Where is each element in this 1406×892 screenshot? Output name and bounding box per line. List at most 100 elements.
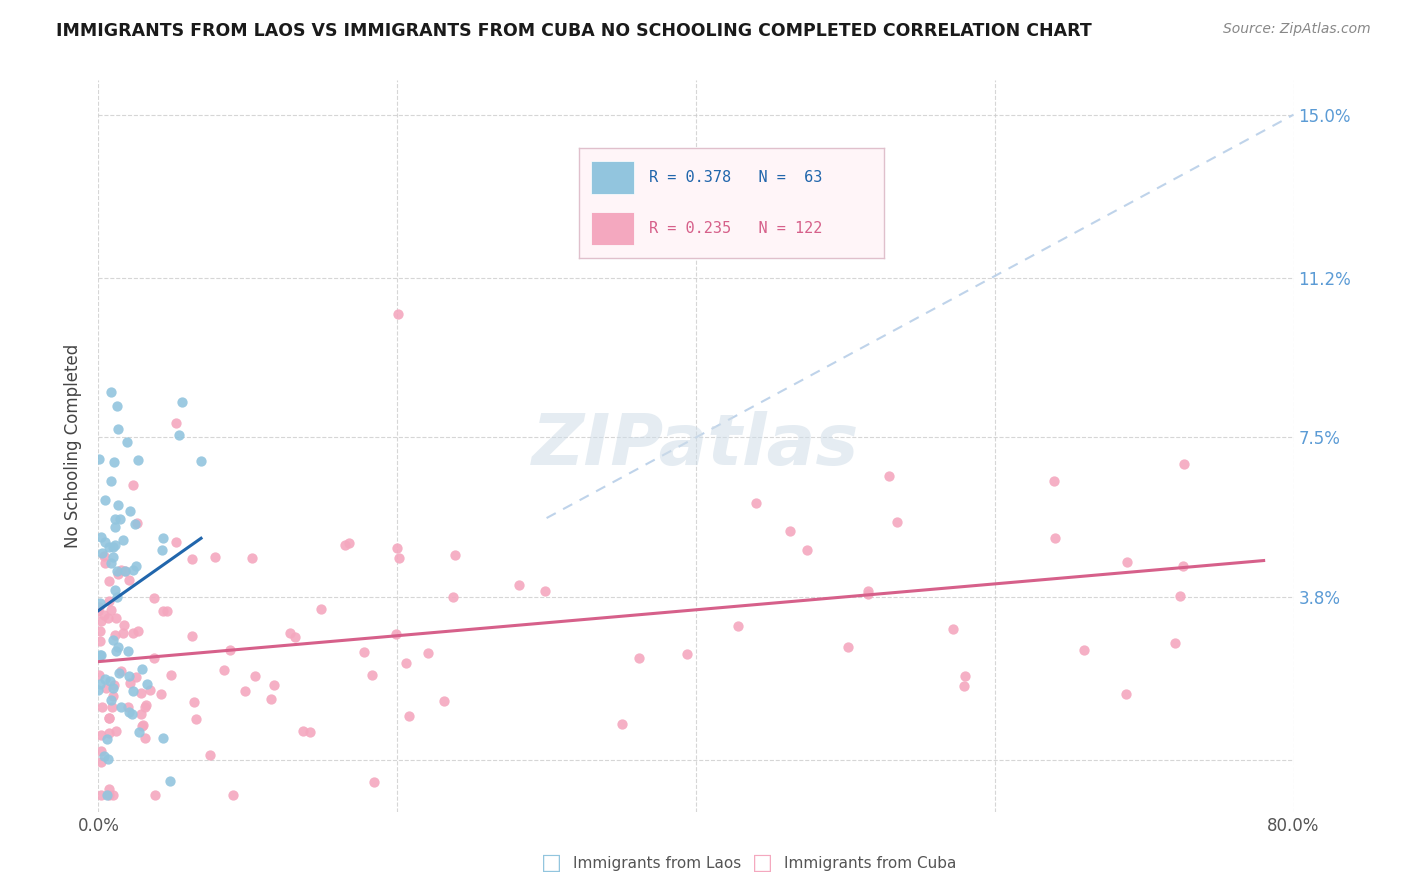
Point xyxy=(118,574,141,588)
Point xyxy=(114,564,136,578)
Point xyxy=(97,594,120,608)
Point xyxy=(156,604,179,618)
Point xyxy=(97,540,120,554)
Point xyxy=(121,684,143,698)
Point xyxy=(129,706,152,721)
Point xyxy=(942,622,965,636)
Point xyxy=(1164,636,1187,650)
Point xyxy=(136,677,159,691)
Text: R = 0.235   N = 122: R = 0.235 N = 122 xyxy=(650,221,823,236)
Point xyxy=(90,728,112,742)
Point xyxy=(1073,642,1095,657)
Point xyxy=(263,678,285,692)
Point xyxy=(124,670,146,684)
Text: □: □ xyxy=(752,854,773,873)
Point xyxy=(222,788,245,802)
Point xyxy=(278,626,301,640)
Point xyxy=(122,477,145,491)
Point xyxy=(534,584,557,599)
Point xyxy=(416,646,439,660)
Point xyxy=(117,699,139,714)
Point xyxy=(89,624,111,638)
Point xyxy=(104,538,127,552)
Point xyxy=(181,552,204,566)
Point xyxy=(87,668,110,682)
Point xyxy=(100,602,122,616)
Text: R = 0.378   N =  63: R = 0.378 N = 63 xyxy=(650,170,823,186)
Point xyxy=(94,535,117,549)
Point xyxy=(333,538,356,552)
Point xyxy=(89,648,111,663)
Point xyxy=(90,648,112,662)
Point xyxy=(122,563,145,577)
Point xyxy=(89,633,111,648)
Point xyxy=(218,643,240,657)
Point xyxy=(110,563,132,577)
Point xyxy=(284,630,307,644)
Point xyxy=(117,644,139,658)
Point xyxy=(98,674,121,689)
Point xyxy=(90,755,112,769)
Point xyxy=(508,578,530,592)
Point xyxy=(100,474,122,488)
Point xyxy=(610,717,633,731)
Point xyxy=(103,678,125,692)
Point xyxy=(385,541,408,555)
Point xyxy=(443,548,465,562)
Point xyxy=(110,664,132,678)
Point xyxy=(115,435,138,450)
Point xyxy=(152,532,174,546)
Point xyxy=(1168,589,1191,603)
Point xyxy=(100,384,122,399)
Point xyxy=(385,627,408,641)
Point xyxy=(104,723,127,738)
Point xyxy=(125,559,148,574)
Point xyxy=(101,788,124,802)
Point xyxy=(93,556,115,570)
Point xyxy=(120,503,142,517)
Point xyxy=(87,599,110,614)
Point xyxy=(953,669,976,683)
Point xyxy=(100,556,122,570)
Text: ZIPatlas: ZIPatlas xyxy=(533,411,859,481)
Point xyxy=(107,498,129,512)
Point xyxy=(105,590,128,604)
Point xyxy=(112,533,135,547)
Point xyxy=(96,788,118,802)
Point xyxy=(159,774,181,789)
Point xyxy=(97,574,120,588)
Point xyxy=(124,517,146,532)
Point xyxy=(837,640,859,654)
Point xyxy=(100,700,122,714)
Text: Immigrants from Cuba: Immigrants from Cuba xyxy=(785,856,956,871)
Point xyxy=(150,543,173,558)
Point xyxy=(98,711,121,725)
Point xyxy=(101,632,124,647)
Point xyxy=(87,604,110,618)
Point xyxy=(727,619,749,633)
Point xyxy=(125,516,148,530)
Point xyxy=(167,427,190,442)
Point xyxy=(387,550,409,565)
Point xyxy=(101,540,124,554)
Text: □: □ xyxy=(541,854,562,873)
Point xyxy=(104,628,127,642)
Point xyxy=(96,732,118,747)
Point xyxy=(121,707,143,722)
Point xyxy=(190,454,212,468)
Point xyxy=(105,399,128,413)
Point xyxy=(152,731,174,746)
Point xyxy=(97,611,120,625)
Point xyxy=(112,618,135,632)
Point xyxy=(856,583,879,598)
Point xyxy=(134,731,156,746)
Point xyxy=(127,624,149,639)
Point xyxy=(90,529,112,543)
Point xyxy=(184,712,207,726)
Point xyxy=(87,451,110,466)
Point xyxy=(309,602,332,616)
Point xyxy=(1043,531,1066,545)
Point xyxy=(100,693,122,707)
Point xyxy=(152,604,174,618)
Point xyxy=(627,650,650,665)
